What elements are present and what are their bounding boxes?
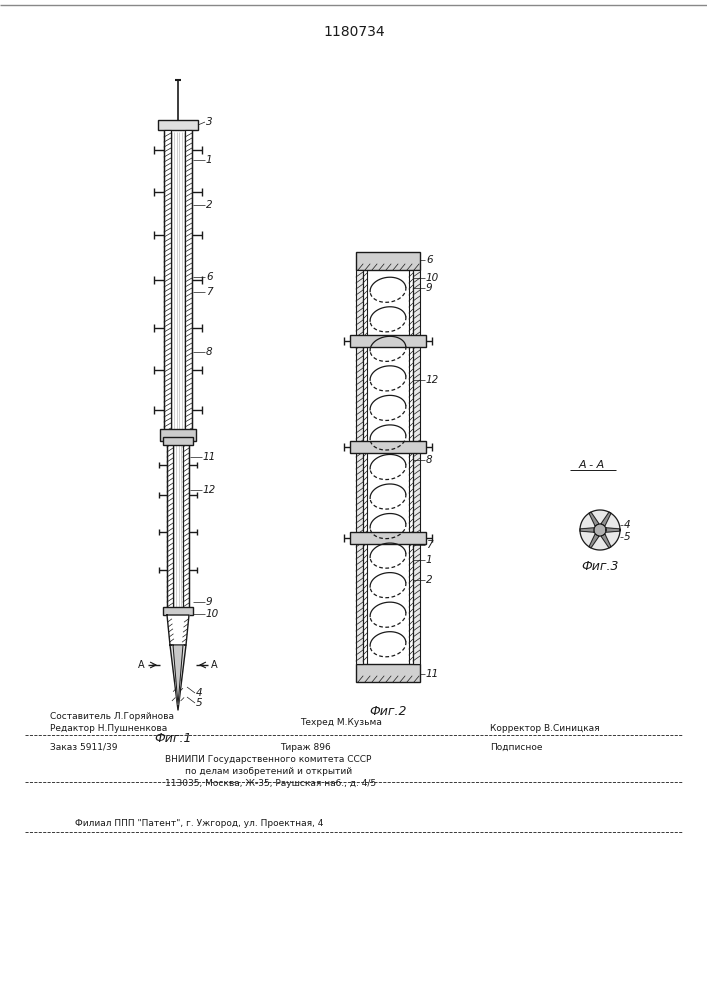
Bar xyxy=(413,270,420,664)
Text: 9: 9 xyxy=(206,597,213,607)
Text: Тираж 896: Тираж 896 xyxy=(280,743,331,752)
Text: Фиг.3: Фиг.3 xyxy=(581,560,619,573)
Polygon shape xyxy=(606,528,620,532)
Text: по делам изобретений и открытий: по делам изобретений и открытий xyxy=(185,767,352,776)
Polygon shape xyxy=(167,615,189,645)
Text: Фиг.2: Фиг.2 xyxy=(369,705,407,718)
Text: 1: 1 xyxy=(426,555,433,565)
Text: А: А xyxy=(211,660,218,670)
Polygon shape xyxy=(589,512,599,526)
Text: Филиал ППП "Патент", г. Ужгород, ул. Проектная, 4: Филиал ППП "Патент", г. Ужгород, ул. Про… xyxy=(75,819,323,828)
Text: 2: 2 xyxy=(426,575,433,585)
Polygon shape xyxy=(589,534,599,548)
Text: 12: 12 xyxy=(426,375,439,385)
Bar xyxy=(163,437,193,445)
Polygon shape xyxy=(594,524,606,536)
Text: Корректор В.Синицкая: Корректор В.Синицкая xyxy=(490,724,600,733)
Polygon shape xyxy=(580,510,620,550)
Polygon shape xyxy=(601,534,611,548)
Text: 9: 9 xyxy=(426,283,433,293)
Text: 11: 11 xyxy=(426,669,439,679)
Text: 113035, Москва, Ж-35, Раушская наб., д. 4/5: 113035, Москва, Ж-35, Раушская наб., д. … xyxy=(165,779,376,788)
Text: Заказ 5911/39: Заказ 5911/39 xyxy=(50,743,117,752)
Bar xyxy=(163,607,193,615)
Text: 1: 1 xyxy=(206,155,213,165)
Text: 8: 8 xyxy=(206,347,213,357)
Text: 8: 8 xyxy=(426,455,433,465)
Bar xyxy=(167,442,173,610)
Text: 5: 5 xyxy=(624,532,631,542)
Polygon shape xyxy=(580,528,594,532)
Bar xyxy=(356,270,363,664)
Text: 5: 5 xyxy=(196,698,203,708)
Text: 6: 6 xyxy=(206,272,213,282)
Text: 7: 7 xyxy=(206,287,213,297)
Text: Составитель Л.Горяйнова: Составитель Л.Горяйнова xyxy=(50,712,174,721)
Bar xyxy=(160,429,196,441)
Text: 7: 7 xyxy=(426,540,433,550)
Text: Техред М.Кузьма: Техред М.Кузьма xyxy=(300,718,382,727)
Text: 11: 11 xyxy=(203,452,216,462)
Bar xyxy=(356,664,420,682)
Bar xyxy=(158,120,198,130)
Text: 2: 2 xyxy=(206,200,213,210)
Bar xyxy=(356,252,420,270)
Polygon shape xyxy=(170,645,186,710)
Text: 12: 12 xyxy=(203,485,216,495)
Bar xyxy=(350,335,426,347)
Bar xyxy=(350,532,426,544)
Text: 3: 3 xyxy=(206,117,213,127)
Bar xyxy=(164,130,171,435)
Text: 10: 10 xyxy=(206,609,219,619)
Text: Редактор Н.Пушненкова: Редактор Н.Пушненкова xyxy=(50,724,168,733)
Polygon shape xyxy=(601,512,611,526)
Text: ВНИИПИ Государственного комитета СССР: ВНИИПИ Государственного комитета СССР xyxy=(165,755,371,764)
Bar xyxy=(350,441,426,453)
Text: 4: 4 xyxy=(624,520,631,530)
Text: 1180734: 1180734 xyxy=(323,25,385,39)
Text: Подписное: Подписное xyxy=(490,743,542,752)
Bar xyxy=(185,130,192,435)
Text: 6: 6 xyxy=(426,255,433,265)
Text: Фиг.1: Фиг.1 xyxy=(154,732,192,745)
Text: А - А: А - А xyxy=(579,460,605,470)
Text: А: А xyxy=(139,660,145,670)
Text: 10: 10 xyxy=(426,273,439,283)
Polygon shape xyxy=(173,645,183,705)
Bar xyxy=(183,442,189,610)
Text: 4: 4 xyxy=(196,688,203,698)
